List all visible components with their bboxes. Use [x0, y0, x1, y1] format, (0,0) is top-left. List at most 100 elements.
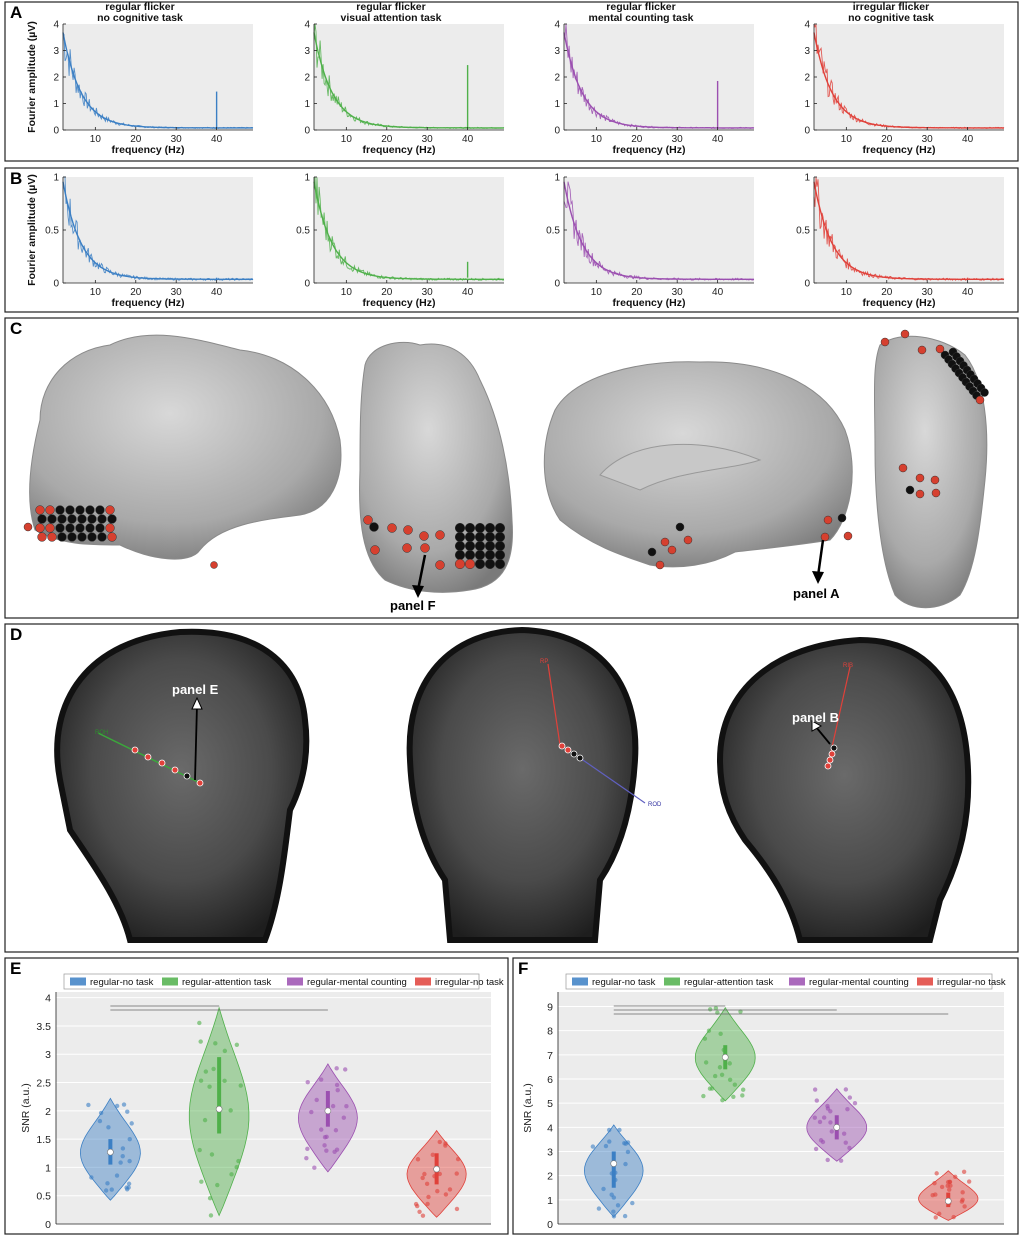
- electrode-contact: [484, 540, 496, 552]
- violin-data-point: [623, 1161, 628, 1167]
- electrode-contact: [47, 532, 57, 542]
- electrode-contact: [454, 558, 466, 570]
- violin-data-point: [447, 1187, 453, 1192]
- y-tick-label: 0: [53, 279, 59, 290]
- violin-data-point: [590, 1144, 596, 1149]
- electrode-contact: [37, 514, 47, 524]
- violin-data-point: [719, 1072, 725, 1077]
- x-tick-label: 40: [962, 134, 974, 145]
- electrode-contact: [454, 531, 466, 543]
- electrode-contact: [387, 523, 397, 533]
- electrode-contact: [67, 532, 77, 542]
- y-tick-label: 3: [547, 1147, 553, 1159]
- electrode-markers: [23, 329, 989, 570]
- violin-data-point: [454, 1171, 459, 1176]
- y-tick-label: 0.5: [296, 226, 310, 237]
- y-tick-label: 0: [804, 279, 810, 290]
- legend-swatch: [572, 977, 588, 986]
- violin-median-marker: [833, 1124, 841, 1131]
- panel-letter-F: F: [518, 959, 528, 978]
- plot-background: [564, 24, 754, 130]
- electrode-contact: [484, 522, 496, 534]
- violin-data-point: [420, 1175, 425, 1181]
- electrode-contact: [97, 514, 107, 524]
- violin-data-point: [120, 1153, 125, 1159]
- violin-data-point: [933, 1215, 938, 1220]
- mri-contact: [564, 746, 572, 754]
- violin-data-point: [199, 1179, 204, 1184]
- violin-data-point: [718, 1031, 723, 1036]
- violin-data-point: [106, 1125, 111, 1130]
- y-tick-label: 0: [53, 126, 59, 137]
- y-tick-label: 1: [547, 1195, 553, 1207]
- violin-data-point: [611, 1209, 616, 1214]
- y-axis-label: Fourier amplitude (µV): [26, 21, 38, 133]
- electrode-contact: [474, 549, 486, 561]
- mri-contact: [830, 744, 838, 752]
- electrode-contact: [454, 522, 466, 534]
- panel-E-frame: [4, 957, 509, 1235]
- electrode-contact: [370, 545, 380, 555]
- electrode-contact: [435, 530, 445, 540]
- violin-data-point: [228, 1108, 233, 1113]
- violin-data-point: [727, 1077, 733, 1082]
- violin-data-point: [422, 1171, 427, 1177]
- violin-data-point: [198, 1039, 203, 1044]
- violin-data-point: [843, 1087, 849, 1092]
- panel-letter-C: C: [10, 319, 22, 338]
- violin-data-point: [330, 1103, 336, 1109]
- violin-data-point: [820, 1139, 826, 1145]
- panel-E-label: panel E: [172, 682, 219, 697]
- violin-data-point: [127, 1158, 132, 1164]
- violin-data-point: [103, 1188, 109, 1193]
- y-tick-label: 2: [45, 1106, 51, 1118]
- violin-data-point: [708, 1007, 713, 1012]
- y-tick-label: 0.5: [36, 1191, 51, 1203]
- violin-data-point: [962, 1204, 967, 1209]
- panel-C-frame: [4, 317, 1019, 619]
- electrode-contact: [464, 522, 476, 534]
- y-tick-label: 0: [554, 126, 560, 137]
- y-tick-label: 2: [554, 73, 560, 84]
- violin-data-point: [821, 1115, 827, 1120]
- panel-letter-B: B: [10, 169, 22, 188]
- electrode-contact: [23, 522, 33, 532]
- subplot-title-line1: regular flicker: [105, 1, 174, 13]
- violin-data-point: [611, 1195, 617, 1200]
- spectrum-mean-4: [813, 32, 1004, 129]
- violin-data-point: [817, 1119, 823, 1125]
- violin-data-point: [197, 1147, 202, 1153]
- electrode-contact: [474, 522, 486, 534]
- roh-tag: ROH: [95, 730, 108, 736]
- mri-contact: [570, 750, 578, 758]
- violin-data-point: [318, 1077, 324, 1082]
- x-tick-label: 20: [881, 134, 893, 145]
- violin-data-point: [420, 1213, 426, 1218]
- legend-label: regular-no task: [592, 977, 656, 988]
- electrode-contact: [105, 523, 115, 533]
- violin-data-point: [105, 1181, 110, 1186]
- rp-tag: RP: [540, 659, 548, 665]
- violin-data-point: [617, 1127, 622, 1133]
- y-tick-label: 0: [547, 1219, 553, 1231]
- violin-data-point: [334, 1147, 340, 1152]
- x-tick-label: 30: [422, 287, 434, 298]
- mri-contact: [196, 779, 204, 787]
- electrode-contact: [647, 547, 657, 557]
- y-tick-label: 3: [804, 46, 810, 57]
- electrode-contact: [464, 558, 476, 570]
- x-axis-label: frequency (Hz): [363, 297, 436, 309]
- y-tick-label: 0.5: [45, 226, 59, 237]
- electrode-contact: [210, 561, 218, 569]
- subplot-title-line1: regular flicker: [606, 1, 675, 13]
- y-tick-label: 1: [53, 173, 59, 184]
- violin-data-point: [731, 1094, 736, 1099]
- electrode-contact: [905, 485, 915, 495]
- violin-data-point: [126, 1181, 132, 1186]
- legend-swatch: [162, 977, 178, 986]
- electrode-contact: [35, 523, 45, 533]
- violin-data-point: [622, 1140, 627, 1146]
- violin-data-point: [215, 1182, 220, 1188]
- panel-D-mri-slices: ROH panel E RP ROD RIB panel B: [54, 626, 972, 943]
